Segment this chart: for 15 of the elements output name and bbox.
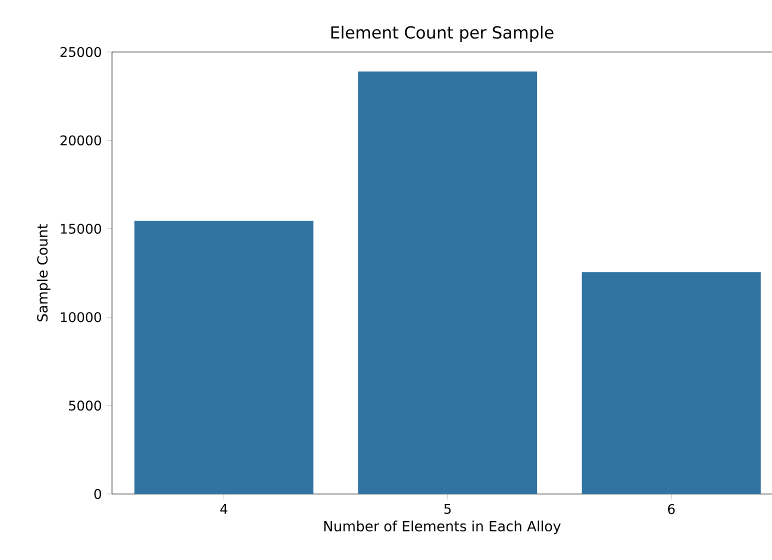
x-tick-label: 6: [668, 504, 675, 514]
bar: [134, 220, 314, 494]
y-axis-title: Sample Count: [36, 224, 50, 322]
y-tick-label: 25000: [60, 46, 102, 58]
x-axis-title: Number of Elements in Each Alloy: [324, 520, 561, 534]
y-tick-label: 5000: [69, 400, 102, 411]
x-tick-label: 4: [220, 504, 228, 514]
y-tick-label: 0: [94, 488, 102, 500]
chart-title: Element Count per Sample: [331, 26, 554, 42]
bar: [358, 71, 538, 494]
y-tick-label: 10000: [61, 312, 102, 322]
y-tick-label: 15000: [61, 224, 102, 234]
bar: [582, 272, 761, 494]
y-tick-label: 20000: [60, 135, 102, 146]
x-tick-label: 5: [444, 504, 451, 514]
